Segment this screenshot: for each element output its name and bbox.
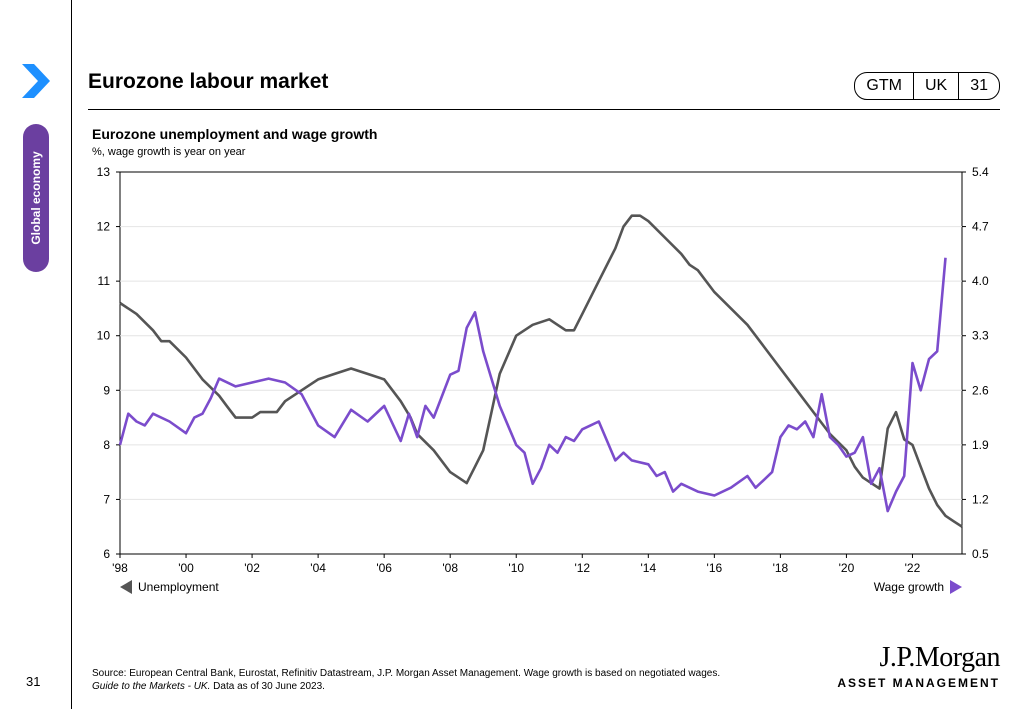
page-title: Eurozone labour market	[88, 70, 329, 93]
plot-area	[119, 171, 963, 555]
source-line: Source: European Central Bank, Eurostat,…	[92, 668, 721, 679]
x-tick-label: '16	[707, 561, 723, 575]
wage-growth-line	[118, 257, 947, 513]
y-right-tick-label: 4.0	[972, 274, 989, 288]
y-left-tick-label: 6	[103, 547, 110, 561]
page-number: 31	[26, 674, 41, 689]
left-axis-arrow-icon	[120, 580, 132, 594]
right-axis-arrow-icon	[950, 580, 962, 594]
chart-title: Eurozone unemployment and wage growth	[92, 126, 378, 142]
y-right-tick-label: 4.7	[972, 220, 989, 234]
y-right-tick-label: 2.6	[972, 383, 989, 397]
gtm-badge: GTM UK 31	[854, 72, 1000, 100]
x-tick-label: '18	[773, 561, 789, 575]
x-tick-label: '08	[442, 561, 458, 575]
y-left-tick-label: 10	[97, 329, 111, 343]
y-left-tick-label: 7	[103, 492, 110, 506]
legend-wage-growth-label: Wage growth	[873, 580, 944, 594]
left-vertical-rule	[71, 0, 72, 709]
x-tick-label: '14	[640, 561, 656, 575]
y-right-tick-label: 0.5	[972, 547, 989, 561]
unemployment-line	[119, 214, 963, 528]
y-left-tick-label: 8	[103, 438, 110, 452]
x-tick-label: '22	[905, 561, 921, 575]
chart-subtitle: %, wage growth is year on year	[92, 146, 246, 158]
title-divider	[88, 109, 1000, 110]
badge-gtm: GTM	[866, 77, 902, 94]
x-tick-label: '10	[508, 561, 524, 575]
x-tick-label: '98	[112, 561, 128, 575]
x-tick-label: '02	[244, 561, 260, 575]
source-line-2: Guide to the Markets - UK. Data as of 30…	[92, 680, 720, 693]
x-tick-label: '20	[839, 561, 855, 575]
y-left-tick-label: 9	[103, 383, 110, 397]
logo-wordmark: J.P.Morgan	[879, 642, 1000, 673]
x-tick-label: '00	[178, 561, 194, 575]
y-right-tick-label: 1.2	[972, 492, 989, 506]
legend-unemployment-label: Unemployment	[138, 580, 219, 594]
x-tick-label: '12	[574, 561, 590, 575]
y-left-tick-label: 13	[97, 165, 111, 179]
y-right-tick-label: 3.3	[972, 329, 989, 343]
guide-name: Guide to the Markets - UK.	[92, 681, 211, 692]
y-left-tick-label: 11	[98, 274, 111, 288]
badge-region: UK	[912, 73, 958, 99]
logo-subtitle: ASSET MANAGEMENT	[837, 676, 1000, 690]
x-tick-label: '04	[310, 561, 326, 575]
y-right-tick-label: 5.4	[972, 165, 989, 179]
y-right-tick-label: 1.9	[972, 438, 989, 452]
section-tab-global-economy[interactable]: Global economy	[23, 124, 49, 272]
badge-page: 31	[958, 73, 999, 99]
chevron-right-icon	[22, 64, 50, 98]
legend-wage-growth: Wage growth	[874, 580, 962, 594]
jpmorgan-logo: J.P.Morgan ASSET MANAGEMENT	[837, 642, 1000, 690]
legend-unemployment: Unemployment	[120, 580, 219, 594]
x-tick-label: '06	[376, 561, 392, 575]
source-note: Source: European Central Bank, Eurostat,…	[92, 667, 720, 693]
data-date: Data as of 30 June 2023.	[210, 681, 325, 692]
y-left-tick-label: 12	[97, 220, 111, 234]
